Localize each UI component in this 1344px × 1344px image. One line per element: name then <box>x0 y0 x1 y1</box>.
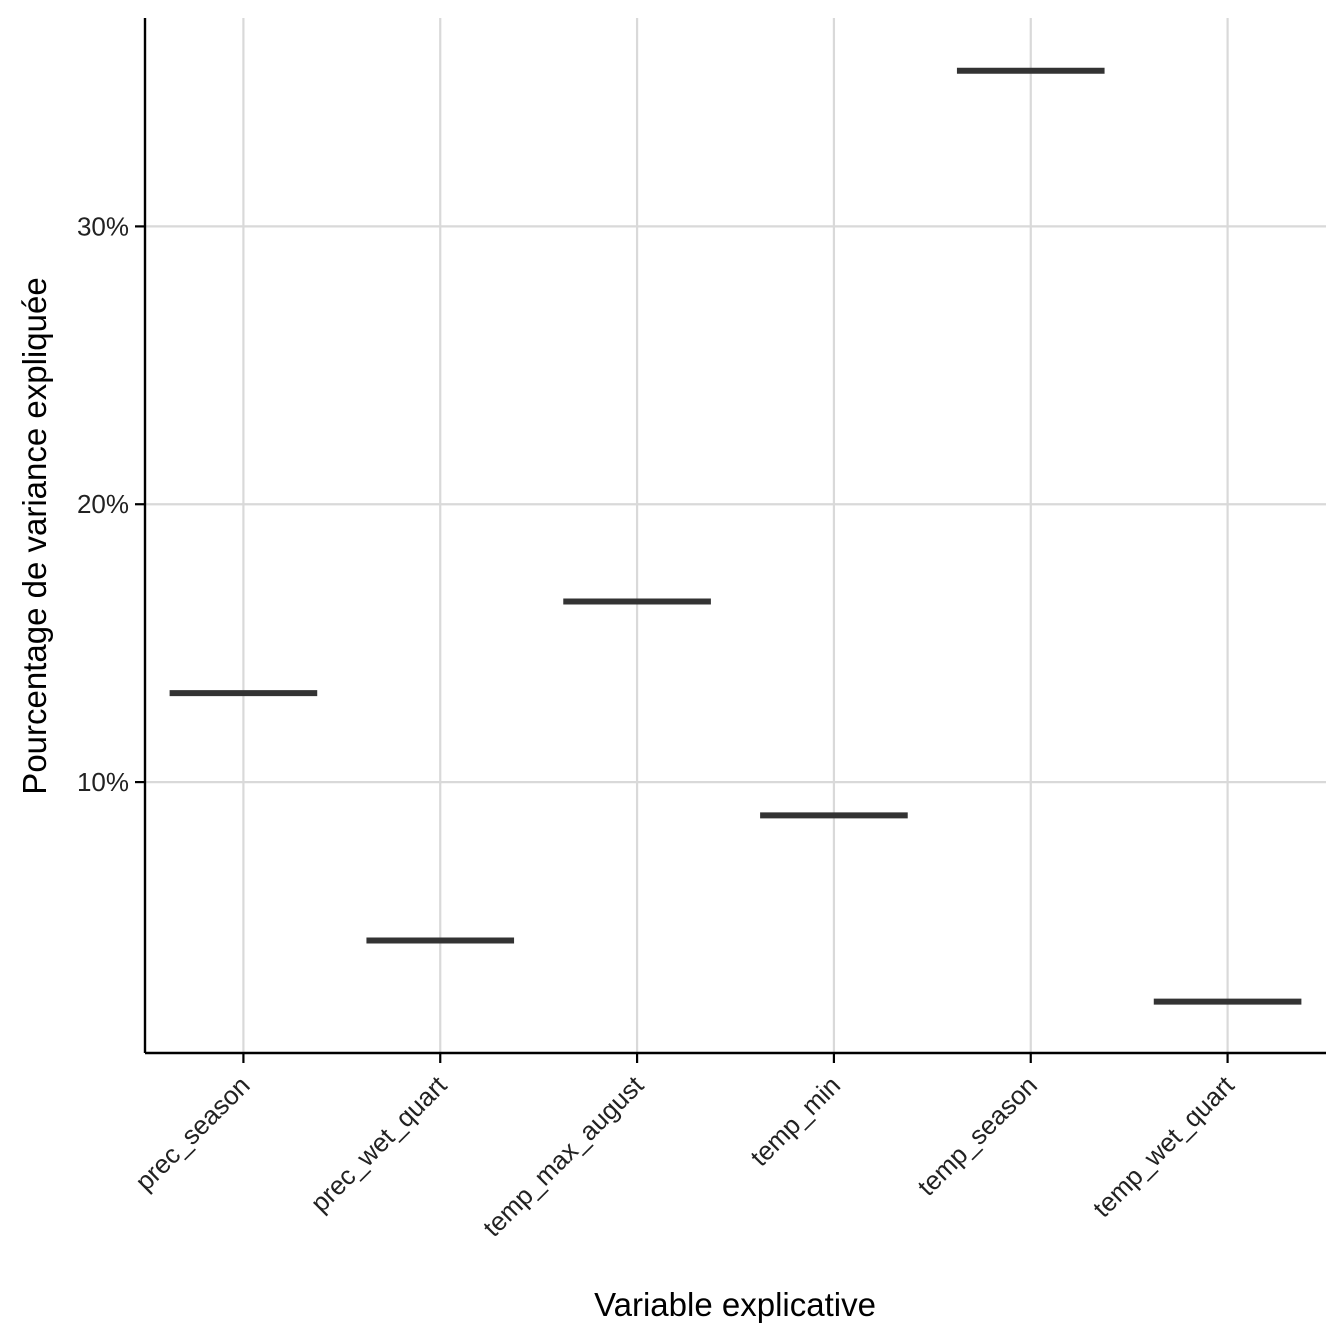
x-tick-label: temp_wet_quart <box>1087 1069 1241 1223</box>
y-tick-label: 30% <box>77 211 129 241</box>
x-tick-label: temp_max_august <box>477 1069 650 1242</box>
x-tick-label: temp_season <box>911 1070 1043 1202</box>
axes <box>135 18 1326 1063</box>
data-marks <box>169 67 1302 1005</box>
x-axis-title: Variable explicative <box>594 1286 876 1323</box>
y-tick-label: 10% <box>77 767 129 797</box>
x-tick-label: prec_season <box>129 1070 255 1196</box>
y-axis-title: Pourcentage de variance expliquée <box>16 277 53 794</box>
y-tick-label: 20% <box>77 489 129 519</box>
tick-labels: 10%20%30%prec_season prec_wet_quart temp_m… <box>77 211 1240 1242</box>
x-tick-label: prec_wet_quart <box>305 1069 453 1217</box>
grid-lines <box>145 18 1326 1053</box>
x-tick-label: temp_min <box>744 1070 846 1172</box>
